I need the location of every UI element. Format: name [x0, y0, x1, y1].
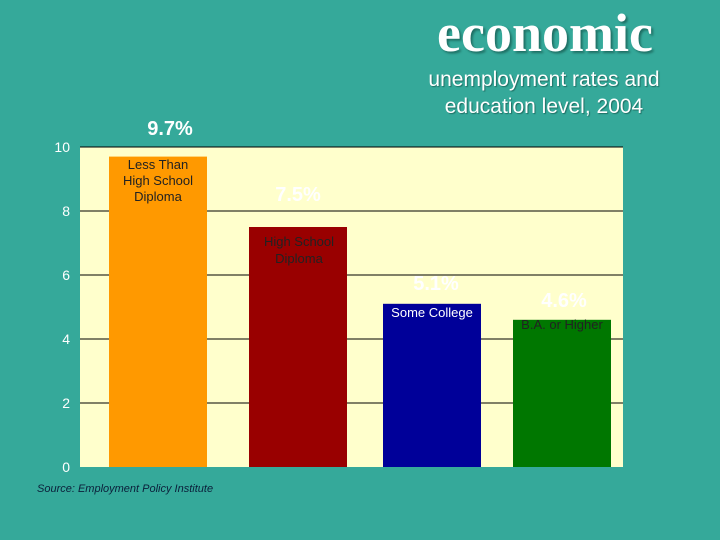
y-tick-label-10: 10: [54, 139, 70, 155]
bar-3: [383, 303, 481, 467]
category-label-4: B.A. or Higher: [521, 317, 603, 332]
value-label-2: 7.5%: [275, 184, 321, 206]
y-tick-label-2: 2: [62, 395, 70, 411]
category-label-3-line-1: Some College: [391, 305, 473, 320]
chart-subtitle: unemployment rates and education level, …: [385, 66, 703, 120]
category-label-2: High School Diploma: [264, 234, 334, 266]
y-tick-label-6: 6: [62, 267, 70, 283]
chart-subtitle-line-2: education level, 2004: [444, 95, 644, 118]
bar-2: [249, 227, 347, 467]
category-label-3: Some College: [391, 305, 473, 320]
category-label-1: Less Than High School Diploma: [123, 157, 193, 204]
y-tick-label-4: 4: [62, 331, 70, 347]
y-tick-label-8: 8: [62, 203, 70, 219]
source-note: Source: Employment Policy Institute: [37, 483, 214, 495]
category-label-1-line-3: Diploma: [134, 189, 182, 204]
value-label-1: 9.7%: [147, 118, 193, 140]
bar-1: [109, 156, 207, 467]
category-label-4-line-1: B.A. or Higher: [521, 317, 603, 332]
value-label-3: 5.1%: [413, 273, 459, 295]
category-label-1-line-1: Less Than: [128, 157, 188, 172]
y-tick-label-0: 0: [62, 459, 70, 475]
chart-subtitle-line-1: unemployment rates and: [428, 68, 660, 91]
category-label-2-line-1: High School: [264, 234, 334, 249]
value-label-4: 4.6%: [541, 290, 587, 312]
category-label-1-line-2: High School: [123, 173, 193, 188]
category-label-2-line-2: Diploma: [275, 251, 323, 266]
chart-title: economic: [437, 3, 653, 63]
bar-4: [513, 319, 611, 467]
